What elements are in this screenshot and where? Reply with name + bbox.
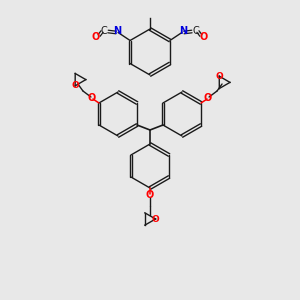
Text: O: O (204, 93, 212, 103)
Text: C: C (101, 26, 107, 35)
Text: O: O (152, 214, 160, 224)
Text: O: O (200, 32, 208, 41)
Text: O: O (146, 190, 154, 200)
Text: O: O (71, 81, 79, 90)
Text: O: O (92, 32, 100, 41)
Text: N: N (179, 26, 187, 35)
Text: N: N (113, 26, 121, 35)
Text: O: O (215, 72, 223, 81)
Text: C: C (193, 26, 199, 35)
Text: O: O (88, 93, 96, 103)
